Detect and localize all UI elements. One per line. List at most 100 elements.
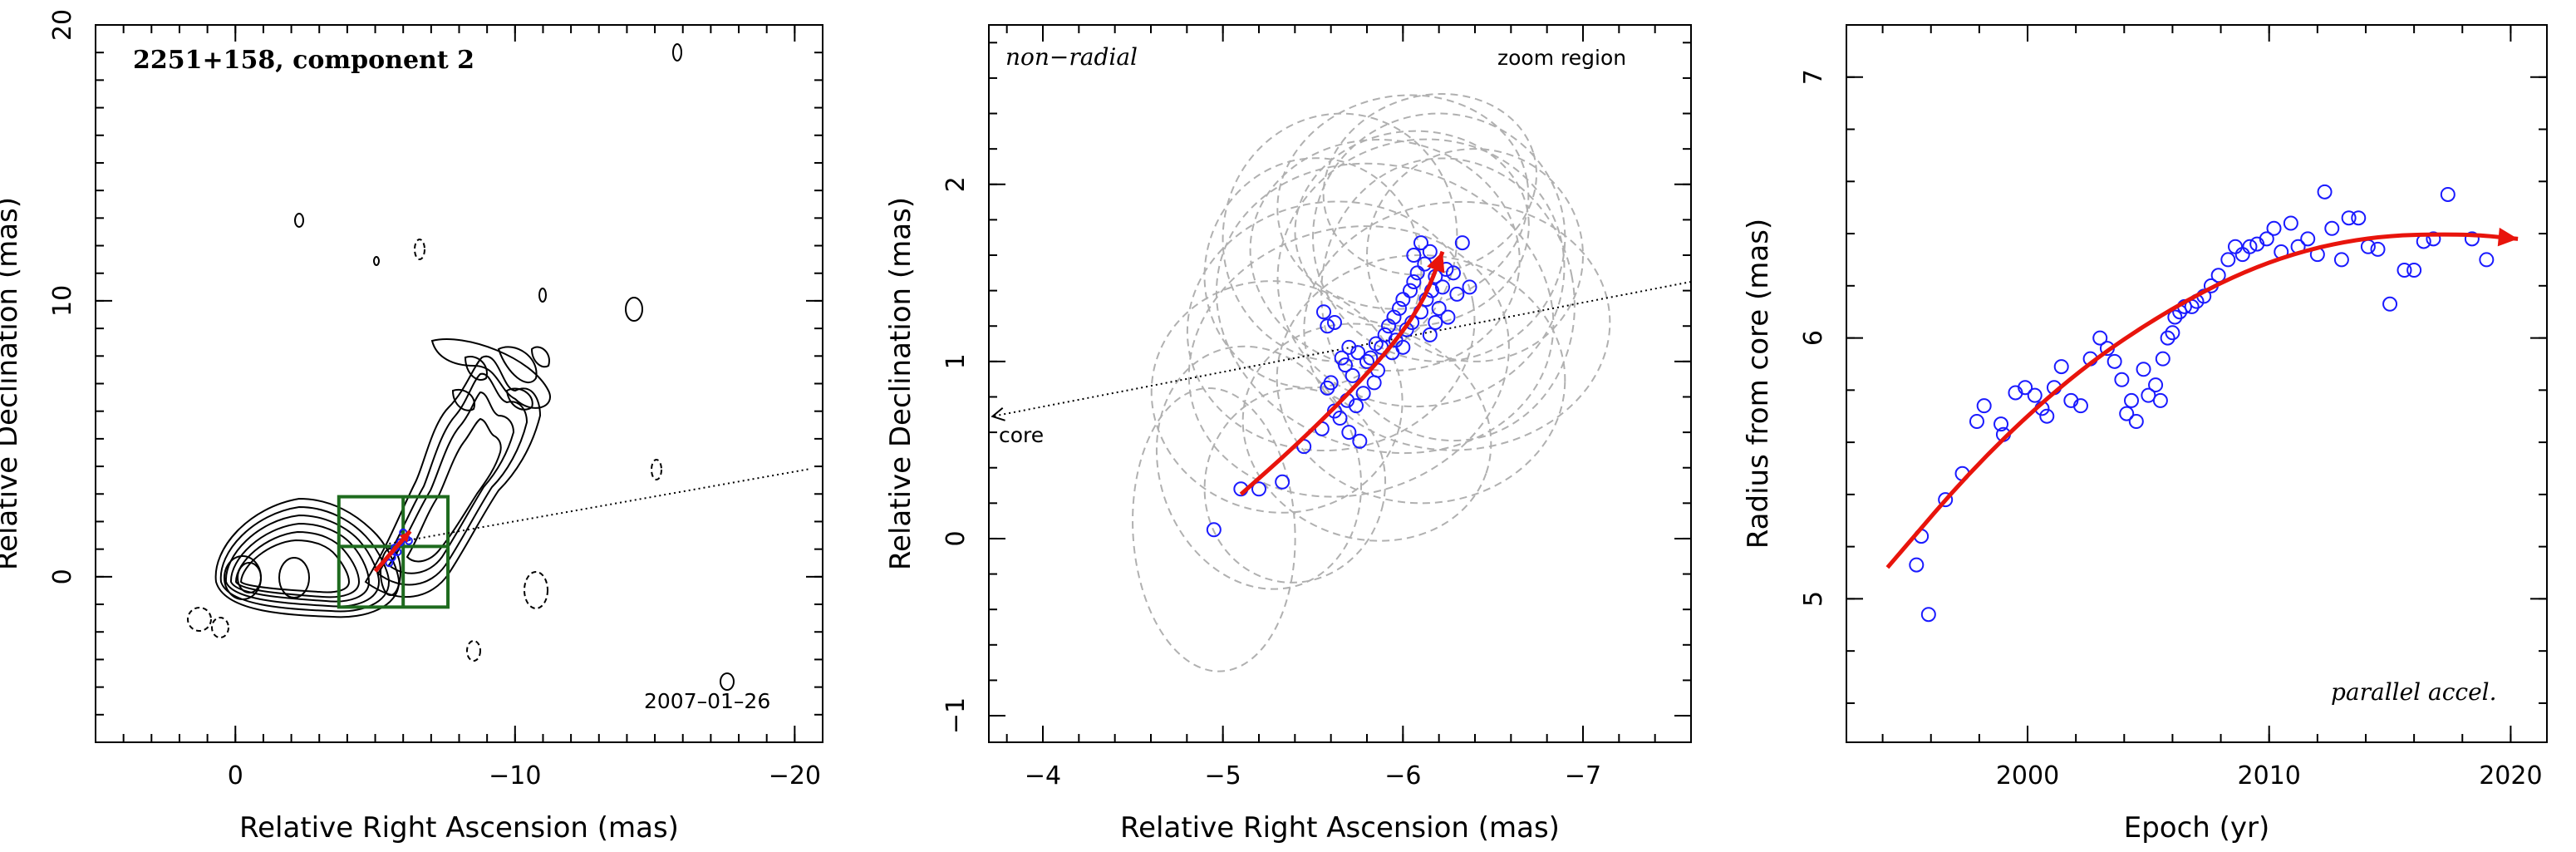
plot-frame — [1846, 24, 2548, 743]
data-point — [2426, 231, 2441, 247]
x-tick-label: −5 — [1205, 761, 1241, 790]
x-axis-label: Relative Right Ascension (mas) — [1120, 811, 1560, 845]
y-tick-label: 2 — [941, 176, 971, 192]
component-size-ellipse — [1320, 157, 1576, 442]
component-size-ellipse — [1203, 157, 1423, 389]
data-point — [2027, 387, 2043, 403]
data-point — [1395, 292, 1411, 308]
y-tick-label: 5 — [1799, 591, 1828, 607]
component-size-ellipse — [1132, 387, 1296, 672]
direction-line — [389, 468, 809, 544]
data-point — [2155, 351, 2170, 367]
data-point — [1454, 235, 1470, 251]
data-point — [1440, 309, 1456, 325]
data-point — [2072, 398, 2088, 414]
x-tick-label: −6 — [1384, 761, 1421, 790]
data-point — [2114, 372, 2130, 387]
data-point — [1338, 357, 1353, 373]
data-point — [1350, 345, 1366, 361]
y-tick-label: 20 — [48, 9, 77, 41]
data-point — [1938, 492, 1954, 508]
data-point — [2440, 186, 2456, 202]
data-point — [2160, 330, 2175, 346]
data-point — [2360, 239, 2376, 254]
data-point — [1381, 318, 1396, 334]
data-point — [1969, 414, 1984, 430]
x-tick-label: −20 — [769, 761, 821, 790]
data-point — [1366, 375, 1382, 391]
component-size-ellipse — [1276, 94, 1530, 310]
data-point — [1352, 433, 1368, 449]
data-point — [1320, 318, 1335, 334]
y-tick-label: −1 — [941, 697, 971, 734]
panel-2-label-zoom: zoom region — [1497, 46, 1626, 70]
data-point — [1431, 300, 1447, 316]
x-tick-label: −4 — [1025, 761, 1061, 790]
data-point — [2464, 231, 2480, 247]
plot-frame — [988, 24, 1692, 743]
data-point — [1206, 522, 1222, 538]
data-point — [2341, 210, 2357, 226]
data-point — [2333, 252, 2349, 268]
data-point — [1359, 353, 1374, 369]
data-point — [2370, 241, 2386, 257]
component-size-ellipse — [1294, 130, 1530, 328]
data-point — [1449, 286, 1465, 302]
fit-curve-arrow-head — [1427, 251, 1445, 273]
core-arrow-head — [991, 406, 1005, 421]
data-point — [385, 559, 394, 568]
data-point — [2053, 359, 2069, 375]
y-tick-label: 0 — [941, 530, 971, 546]
data-point — [2397, 262, 2412, 278]
data-point — [2141, 387, 2156, 403]
x-tick-label: 2020 — [2479, 761, 2542, 790]
core-label: core — [999, 423, 1044, 447]
component-size-ellipse — [1155, 345, 1363, 590]
component-size-ellipse — [1187, 225, 1510, 498]
y-tick-label: 10 — [48, 285, 77, 317]
data-point — [1920, 607, 1936, 623]
data-point — [1446, 265, 1461, 281]
data-point — [1976, 398, 1992, 414]
data-point — [2152, 392, 2168, 408]
panel-3-radius: 2000 2010 2020 5 6 7 Epoch (yr) Radius from cor… — [1742, 24, 2548, 845]
data-point — [1341, 339, 1357, 355]
data-point — [2266, 220, 2282, 236]
data-point — [2220, 252, 2236, 268]
component-size-ellipse — [1312, 112, 1566, 362]
data-point — [1409, 265, 1425, 281]
data-point — [2382, 296, 2398, 312]
x-axis-label: Epoch (yr) — [2124, 811, 2270, 845]
component-size-ellipse — [1215, 162, 1555, 455]
data-point — [1316, 304, 1331, 320]
fit-curve — [1239, 250, 1445, 496]
data-point — [1422, 327, 1438, 342]
data-point — [1251, 481, 1266, 497]
data-point — [2167, 309, 2183, 325]
data-point — [2107, 353, 2122, 369]
data-point — [1345, 367, 1360, 383]
zoom-region-box — [337, 495, 450, 609]
data-point — [1406, 273, 1422, 289]
data-point — [1413, 235, 1428, 251]
x-axis-label: Relative Right Ascension (mas) — [239, 811, 679, 845]
data-point — [2324, 220, 2340, 236]
data-point — [1395, 339, 1411, 355]
data-point — [1392, 300, 1407, 316]
contour-map — [187, 43, 735, 691]
data-point — [1355, 386, 1371, 401]
data-point — [1428, 314, 1443, 330]
component-size-ellipse — [1222, 112, 1458, 362]
data-point — [1334, 350, 1349, 366]
data-point — [396, 538, 405, 547]
data-point — [2092, 330, 2108, 346]
panel-1-contour-map: 0 −10 −20 0 10 20 Relative Right Ascension (ma… — [0, 9, 823, 845]
y-axis-label: Radius from core (mas) — [1742, 219, 1775, 549]
data-point — [2351, 210, 2367, 226]
data-point — [2228, 239, 2244, 254]
x-tick-label: 2000 — [1996, 761, 2059, 790]
data-point — [2136, 362, 2151, 377]
fit-curve-arrow-head — [2497, 227, 2519, 247]
data-point — [1332, 411, 1348, 426]
